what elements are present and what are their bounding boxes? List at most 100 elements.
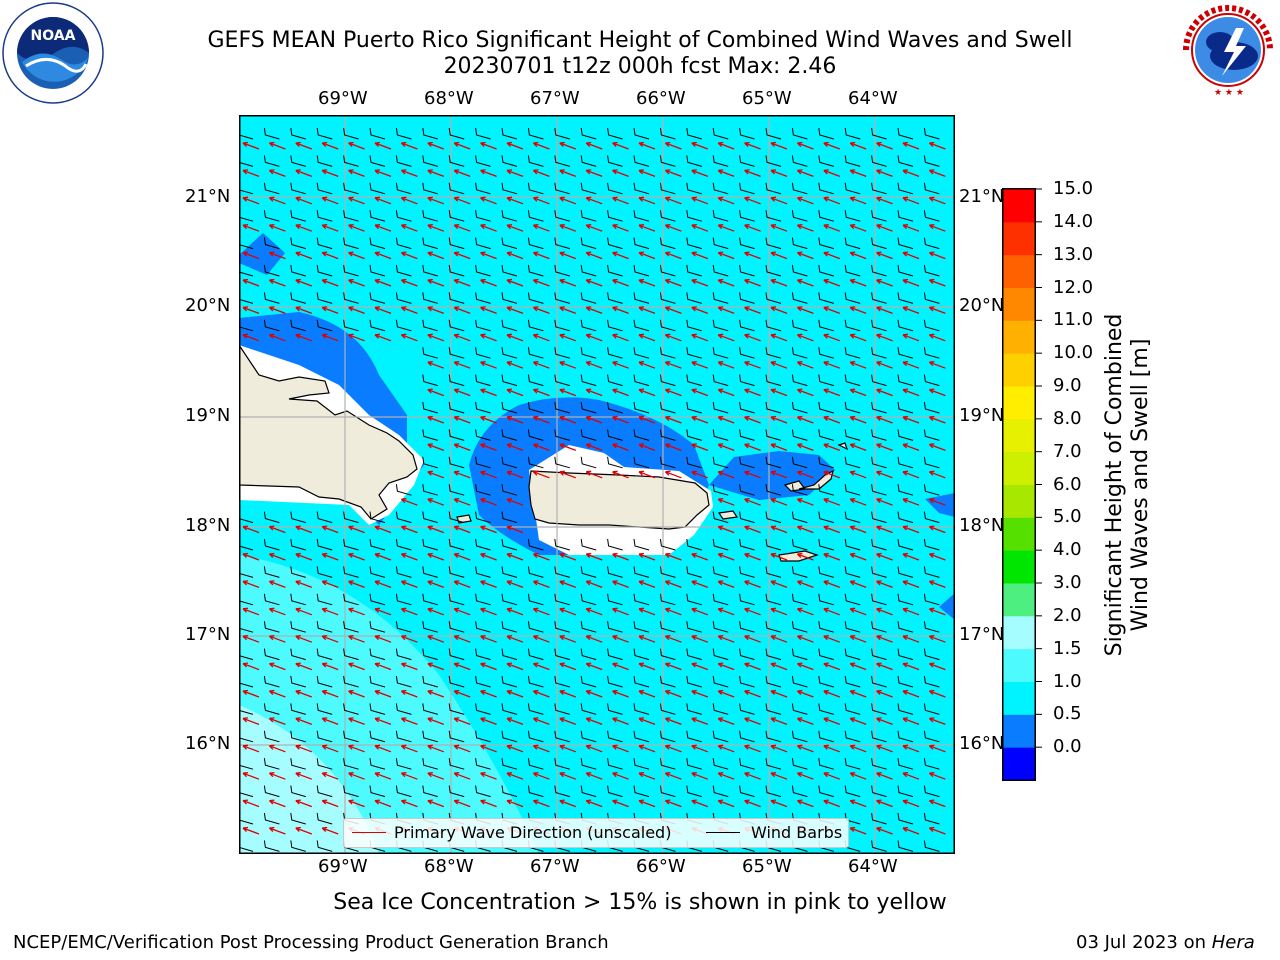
wave-direction-arrow: [638, 552, 656, 561]
wave-direction-arrow: [928, 278, 946, 287]
wind-barb: [607, 210, 623, 222]
wave-direction-arrow: [902, 580, 920, 589]
wind-barb: [739, 593, 755, 606]
wave-direction-arrow: [427, 580, 445, 589]
wind-barb: [475, 264, 491, 277]
wave-direction-arrow: [902, 443, 920, 452]
wave-direction-arrow: [400, 662, 418, 671]
wind-barb: [897, 840, 914, 852]
map-title: GEFS MEAN Puerto Rico Significant Height…: [207, 28, 1073, 53]
wave-direction-arrow: [453, 580, 471, 589]
wind-barb: [422, 648, 438, 661]
wind-barb: [844, 292, 861, 304]
wave-direction-arrow: [691, 278, 709, 287]
wave-direction-arrow: [691, 717, 709, 726]
wave-direction-arrow: [902, 607, 920, 616]
wave-direction-arrow: [691, 689, 709, 698]
wind-barb: [239, 816, 254, 825]
wave-direction-arrow: [928, 141, 946, 150]
wind-barb: [263, 593, 280, 606]
wave-direction-arrow: [321, 689, 339, 698]
wind-barb: [290, 703, 306, 715]
wave-direction-arrow: [585, 744, 603, 753]
wind-barb: [395, 648, 412, 661]
wave-direction-arrow: [427, 333, 445, 342]
wind-barb: [739, 264, 755, 277]
wave-direction-arrow: [321, 169, 339, 178]
wind-barb: [739, 319, 755, 332]
wind-barb: [607, 319, 623, 332]
wind-barb: [580, 785, 597, 798]
wind-barb: [343, 758, 359, 770]
wind-barb: [580, 675, 597, 688]
wave-direction-arrow: [717, 443, 735, 452]
colorbar-tick-label: 6.0: [1053, 473, 1082, 495]
wind-barb: [686, 182, 702, 195]
wind-barb: [527, 319, 544, 332]
wave-direction-arrow: [744, 361, 761, 369]
wind-barb: [448, 675, 465, 688]
wind-barb: [871, 785, 887, 798]
wave-direction-arrow: [480, 141, 497, 150]
wave-direction-arrow: [876, 470, 893, 479]
wave-direction-arrow: [876, 388, 893, 397]
wind-barb: [923, 675, 940, 688]
colorbar-tick-label: 4.0: [1053, 539, 1082, 561]
wind-barb: [712, 785, 729, 798]
wind-barb: [448, 484, 465, 496]
wind-barb: [290, 621, 306, 633]
colorbar-level: [1003, 615, 1035, 650]
wave-direction-arrow: [242, 333, 260, 342]
wind-barb: [316, 703, 333, 715]
wave-height-map: [239, 115, 955, 854]
wind-barb: [422, 621, 438, 633]
wave-direction-arrow: [559, 662, 577, 671]
wind-barb: [712, 703, 729, 715]
wave-direction-arrow: [242, 744, 260, 753]
wind-barb: [501, 593, 518, 606]
wave-direction-arrow: [796, 799, 814, 808]
wind-barb: [633, 347, 650, 359]
wind-barb: [871, 456, 887, 469]
wave-direction-arrow: [638, 470, 656, 479]
lat-label-right: 17°N: [959, 624, 1005, 645]
wave-direction-arrow: [268, 306, 286, 315]
wave-direction-arrow: [770, 607, 788, 616]
wave-direction-arrow: [638, 388, 656, 397]
wind-barb: [395, 264, 412, 277]
wind-barb: [263, 210, 280, 222]
wave-direction-arrow: [744, 635, 761, 643]
wave-direction-arrow: [691, 224, 709, 232]
wave-direction-arrow: [638, 607, 656, 616]
wind-barb: [422, 785, 438, 798]
wind-barb: [897, 401, 914, 414]
wave-direction-arrow: [374, 772, 392, 780]
wind-barb: [818, 182, 834, 195]
colorbar-level: [1003, 517, 1035, 551]
wind-barb: [871, 182, 887, 195]
wind-barb: [844, 785, 861, 798]
wave-direction-arrow: [796, 196, 814, 205]
wave-direction-arrow: [770, 744, 788, 753]
wave-direction-arrow: [295, 224, 313, 232]
lon-label-top: 66°W: [636, 88, 686, 109]
wind-barb: [580, 593, 597, 606]
wind-barb: [501, 264, 518, 277]
wave-direction-arrow: [242, 772, 260, 780]
wave-direction-arrow: [453, 224, 471, 232]
wind-barb: [290, 182, 306, 195]
wave-direction-arrow: [717, 224, 735, 232]
wave-direction-arrow: [796, 141, 814, 150]
wave-direction-arrow: [295, 580, 313, 589]
wave-direction-arrow: [532, 635, 550, 643]
wind-barb: [923, 319, 940, 332]
wave-direction-arrow: [506, 552, 524, 561]
wave-direction-arrow: [638, 251, 656, 260]
wave-direction-arrow: [849, 580, 867, 589]
wind-barb: [343, 593, 359, 606]
wave-direction-arrow: [400, 141, 418, 150]
wave-direction-arrow: [506, 388, 524, 397]
wave-direction-arrow: [374, 689, 392, 698]
wave-direction-arrow: [928, 388, 946, 397]
wind-barb: [554, 155, 570, 167]
